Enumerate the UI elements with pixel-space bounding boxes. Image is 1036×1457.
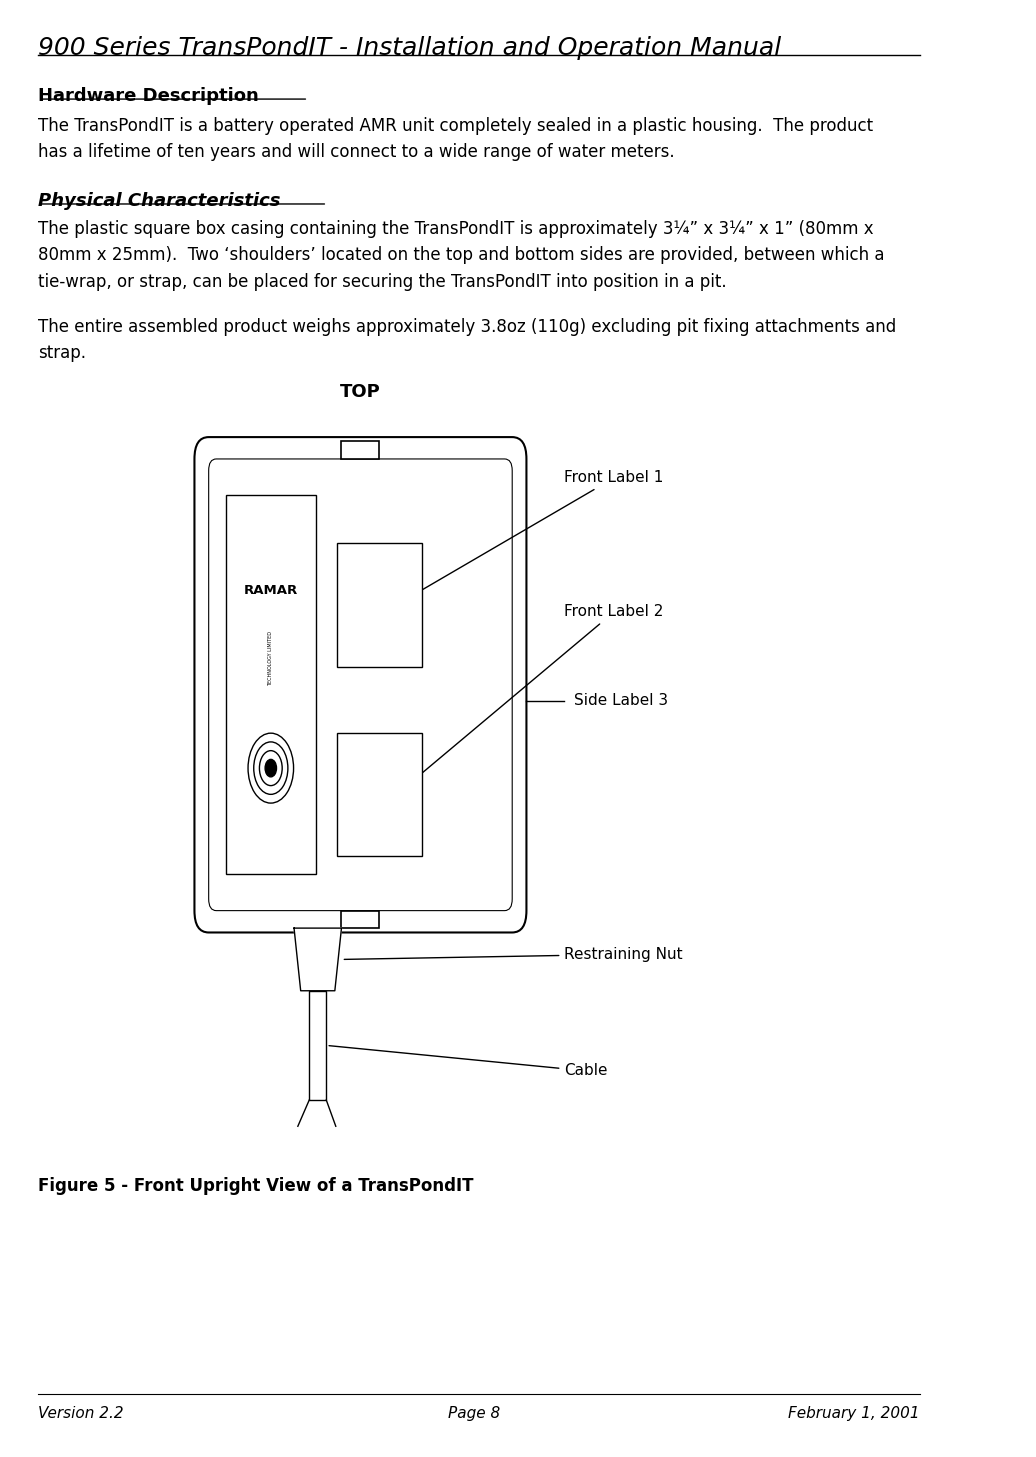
FancyBboxPatch shape [208,459,512,911]
Polygon shape [294,928,342,991]
Text: RAMAR: RAMAR [243,584,298,596]
Text: February 1, 2001: February 1, 2001 [788,1406,920,1421]
Bar [342,911,379,928]
Bar [337,733,422,857]
Text: Side Label 3: Side Label 3 [574,694,668,708]
Text: The plastic square box casing containing the TransPondIT is approximately 3¼” x : The plastic square box casing containing… [38,220,885,291]
Text: TECHNOLOGY LIMITED: TECHNOLOGY LIMITED [268,631,274,686]
Bar [342,441,379,459]
Bar [226,495,316,874]
Text: Front Label 2: Front Label 2 [400,605,664,791]
Text: 900 Series TransPondIT - Installation and Operation Manual: 900 Series TransPondIT - Installation an… [38,36,781,60]
Text: The entire assembled product weighs approximately 3.8oz (110g) excluding pit fix: The entire assembled product weighs appr… [38,318,896,361]
Text: Front Label 1: Front Label 1 [400,471,664,603]
Text: The TransPondIT is a battery operated AMR unit completely sealed in a plastic ho: The TransPondIT is a battery operated AM… [38,117,873,160]
Bar [309,991,326,1100]
Text: Restraining Nut: Restraining Nut [344,947,683,962]
Bar [337,543,422,667]
Text: Figure 5 - Front Upright View of a TransPondIT: Figure 5 - Front Upright View of a Trans… [38,1177,473,1195]
Text: Cable: Cable [329,1046,608,1078]
Circle shape [265,759,277,777]
FancyBboxPatch shape [195,437,526,932]
Text: TOP: TOP [340,383,381,401]
Text: Version 2.2: Version 2.2 [38,1406,123,1421]
Text: Page 8: Page 8 [449,1406,500,1421]
Text: Physical Characteristics: Physical Characteristics [38,192,281,210]
Text: Hardware Description: Hardware Description [38,87,259,105]
